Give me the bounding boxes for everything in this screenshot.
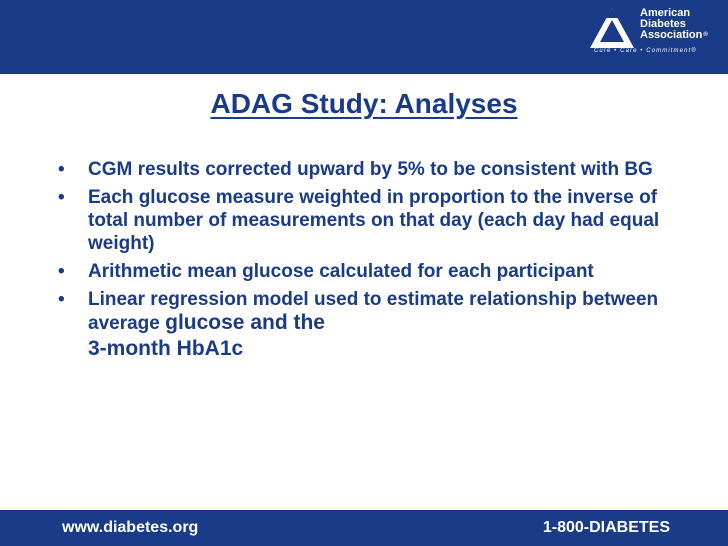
bullet-text-part-c: 3-month HbA1c bbox=[88, 337, 244, 360]
slide-title: ADAG Study: Analyses bbox=[210, 88, 518, 119]
logo-wordmark: American Diabetes Association® bbox=[640, 8, 708, 41]
footer-website-link[interactable]: www.diabetes.org bbox=[62, 519, 199, 536]
logo-line-2: Diabetes bbox=[640, 18, 686, 30]
logo-tagline: Cure • Care • Commitment® bbox=[594, 48, 697, 54]
bullet-dot-icon: • bbox=[58, 261, 65, 282]
bullet-dot-icon: • bbox=[58, 159, 65, 180]
footer-phone-number: 1-800-DIABETES bbox=[542, 519, 670, 536]
ada-triangle-logo-icon bbox=[590, 8, 634, 48]
bullet-item: • Each glucose measure weighted in propo… bbox=[58, 186, 668, 255]
logo-line-3: Association bbox=[640, 29, 703, 41]
bullet-text-part-b: glucose and the bbox=[165, 311, 325, 334]
logo-line-1: American bbox=[640, 7, 691, 19]
footer-bar: www.diabetes.org 1-800-DIABETES bbox=[0, 510, 728, 546]
logo-registered-mark: ® bbox=[703, 32, 708, 38]
bullet-item: • CGM results corrected upward by 5% to … bbox=[58, 158, 668, 181]
bullet-text: CGM results corrected upward by 5% to be… bbox=[88, 159, 653, 180]
ada-logo: American Diabetes Association® Cure • Ca… bbox=[588, 6, 720, 60]
bullet-text: Arithmetic mean glucose calculated for e… bbox=[88, 261, 594, 282]
bullet-text-part-a: Linear regression model used to estimate… bbox=[88, 289, 659, 334]
header-bar: American Diabetes Association® Cure • Ca… bbox=[0, 0, 728, 74]
bullet-list: • CGM results corrected upward by 5% to … bbox=[58, 158, 668, 367]
bullet-item: • Arithmetic mean glucose calculated for… bbox=[58, 260, 668, 283]
bullet-dot-icon: • bbox=[58, 187, 65, 208]
bullet-item: • Linear regression model used to estima… bbox=[58, 288, 668, 362]
bullet-text: Each glucose measure weighted in proport… bbox=[88, 187, 660, 254]
bullet-dot-icon: • bbox=[58, 289, 65, 310]
